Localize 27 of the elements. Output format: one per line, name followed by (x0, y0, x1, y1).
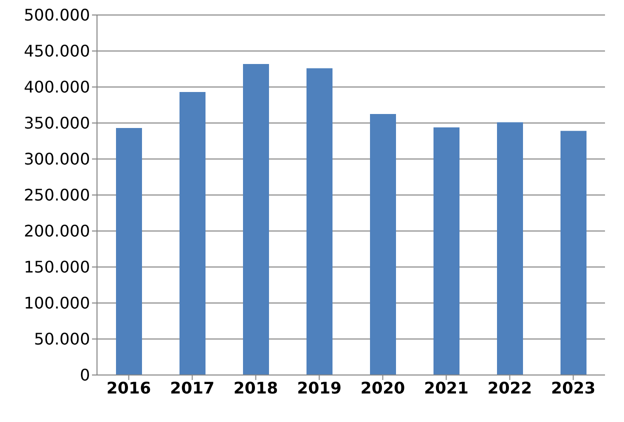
y-tick-label: 0 (80, 366, 90, 385)
x-tick-label: 2021 (424, 378, 469, 398)
x-tick-label: 2023 (550, 378, 596, 398)
y-tick-label: 450.000 (24, 42, 90, 61)
bar (560, 130, 586, 375)
y-tick-label: 200.000 (24, 222, 90, 241)
y-tick-label: 350.000 (24, 114, 90, 133)
bar (497, 122, 523, 375)
bar (116, 128, 142, 375)
x-tick-label: 2020 (360, 378, 406, 398)
bar (243, 64, 269, 375)
x-tick-label: 2017 (170, 378, 215, 398)
y-tick-label: 300.000 (24, 150, 90, 169)
y-tick-label: 100.000 (24, 294, 90, 313)
y-tick-label: 400.000 (24, 78, 90, 97)
bar (434, 127, 460, 375)
y-tick-label: 50.000 (34, 330, 90, 349)
x-tick-label: 2016 (106, 378, 152, 398)
bar (370, 114, 396, 375)
x-tick-label: 2018 (233, 378, 278, 398)
x-tick-label: 2022 (487, 378, 532, 398)
bar (180, 92, 206, 375)
y-tick-label: 500.000 (24, 6, 90, 25)
x-tick-label: 2019 (296, 378, 342, 398)
y-tick-label: 250.000 (24, 186, 90, 205)
y-tick-label: 150.000 (24, 258, 90, 277)
bar (306, 68, 332, 375)
